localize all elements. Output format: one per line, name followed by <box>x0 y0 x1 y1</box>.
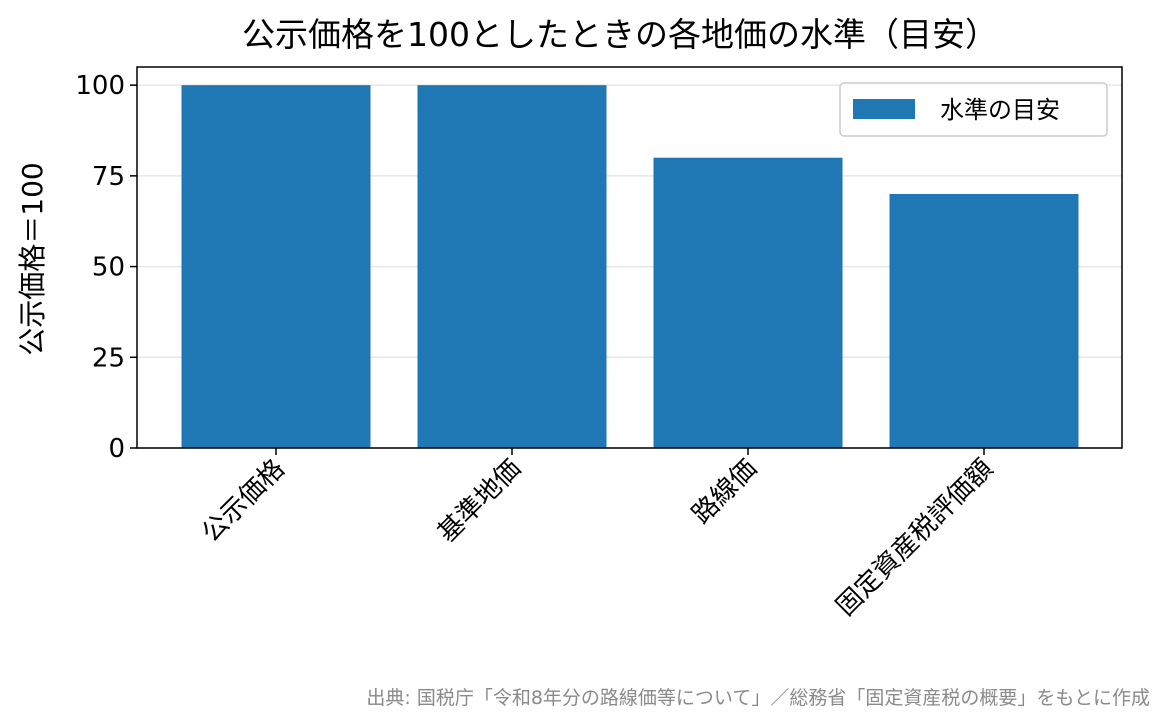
bars-group <box>181 85 1079 449</box>
y-tick-label: 25 <box>92 343 125 373</box>
x-axis-ticks: 公示価格 基準地価 路線価 固定資産税評価額 <box>196 448 999 622</box>
y-tick-label: 0 <box>108 434 125 464</box>
y-tick-label: 100 <box>75 71 125 101</box>
y-axis-label: 公示価格＝100 <box>16 162 49 355</box>
chart-title: 公示価格を100としたときの各地価の水準（目安） <box>242 15 998 54</box>
bar-2 <box>417 85 607 449</box>
y-axis-ticks: 0 25 50 75 100 <box>75 71 137 464</box>
y-tick-label: 50 <box>92 253 125 283</box>
legend-label: 水準の目安 <box>940 96 1060 124</box>
legend-swatch <box>853 99 915 119</box>
x-tick-label: 固定資産税評価額 <box>831 454 999 622</box>
source-note: 出典: 国税庁「令和8年分の路線価等について」／総務省「固定資産税の概要」をもと… <box>366 687 1150 709</box>
x-tick-label: 公示価格 <box>196 454 291 549</box>
bar-4 <box>889 194 1079 448</box>
bar-1 <box>181 85 371 449</box>
bar-3 <box>653 157 843 448</box>
legend: 水準の目安 <box>839 82 1108 137</box>
plot-area-frame <box>136 66 1123 449</box>
x-tick-label: 基準地価 <box>432 454 527 549</box>
legend-box <box>839 82 1108 137</box>
y-tick-label: 75 <box>92 162 125 192</box>
x-tick-label: 路線価 <box>687 454 763 530</box>
